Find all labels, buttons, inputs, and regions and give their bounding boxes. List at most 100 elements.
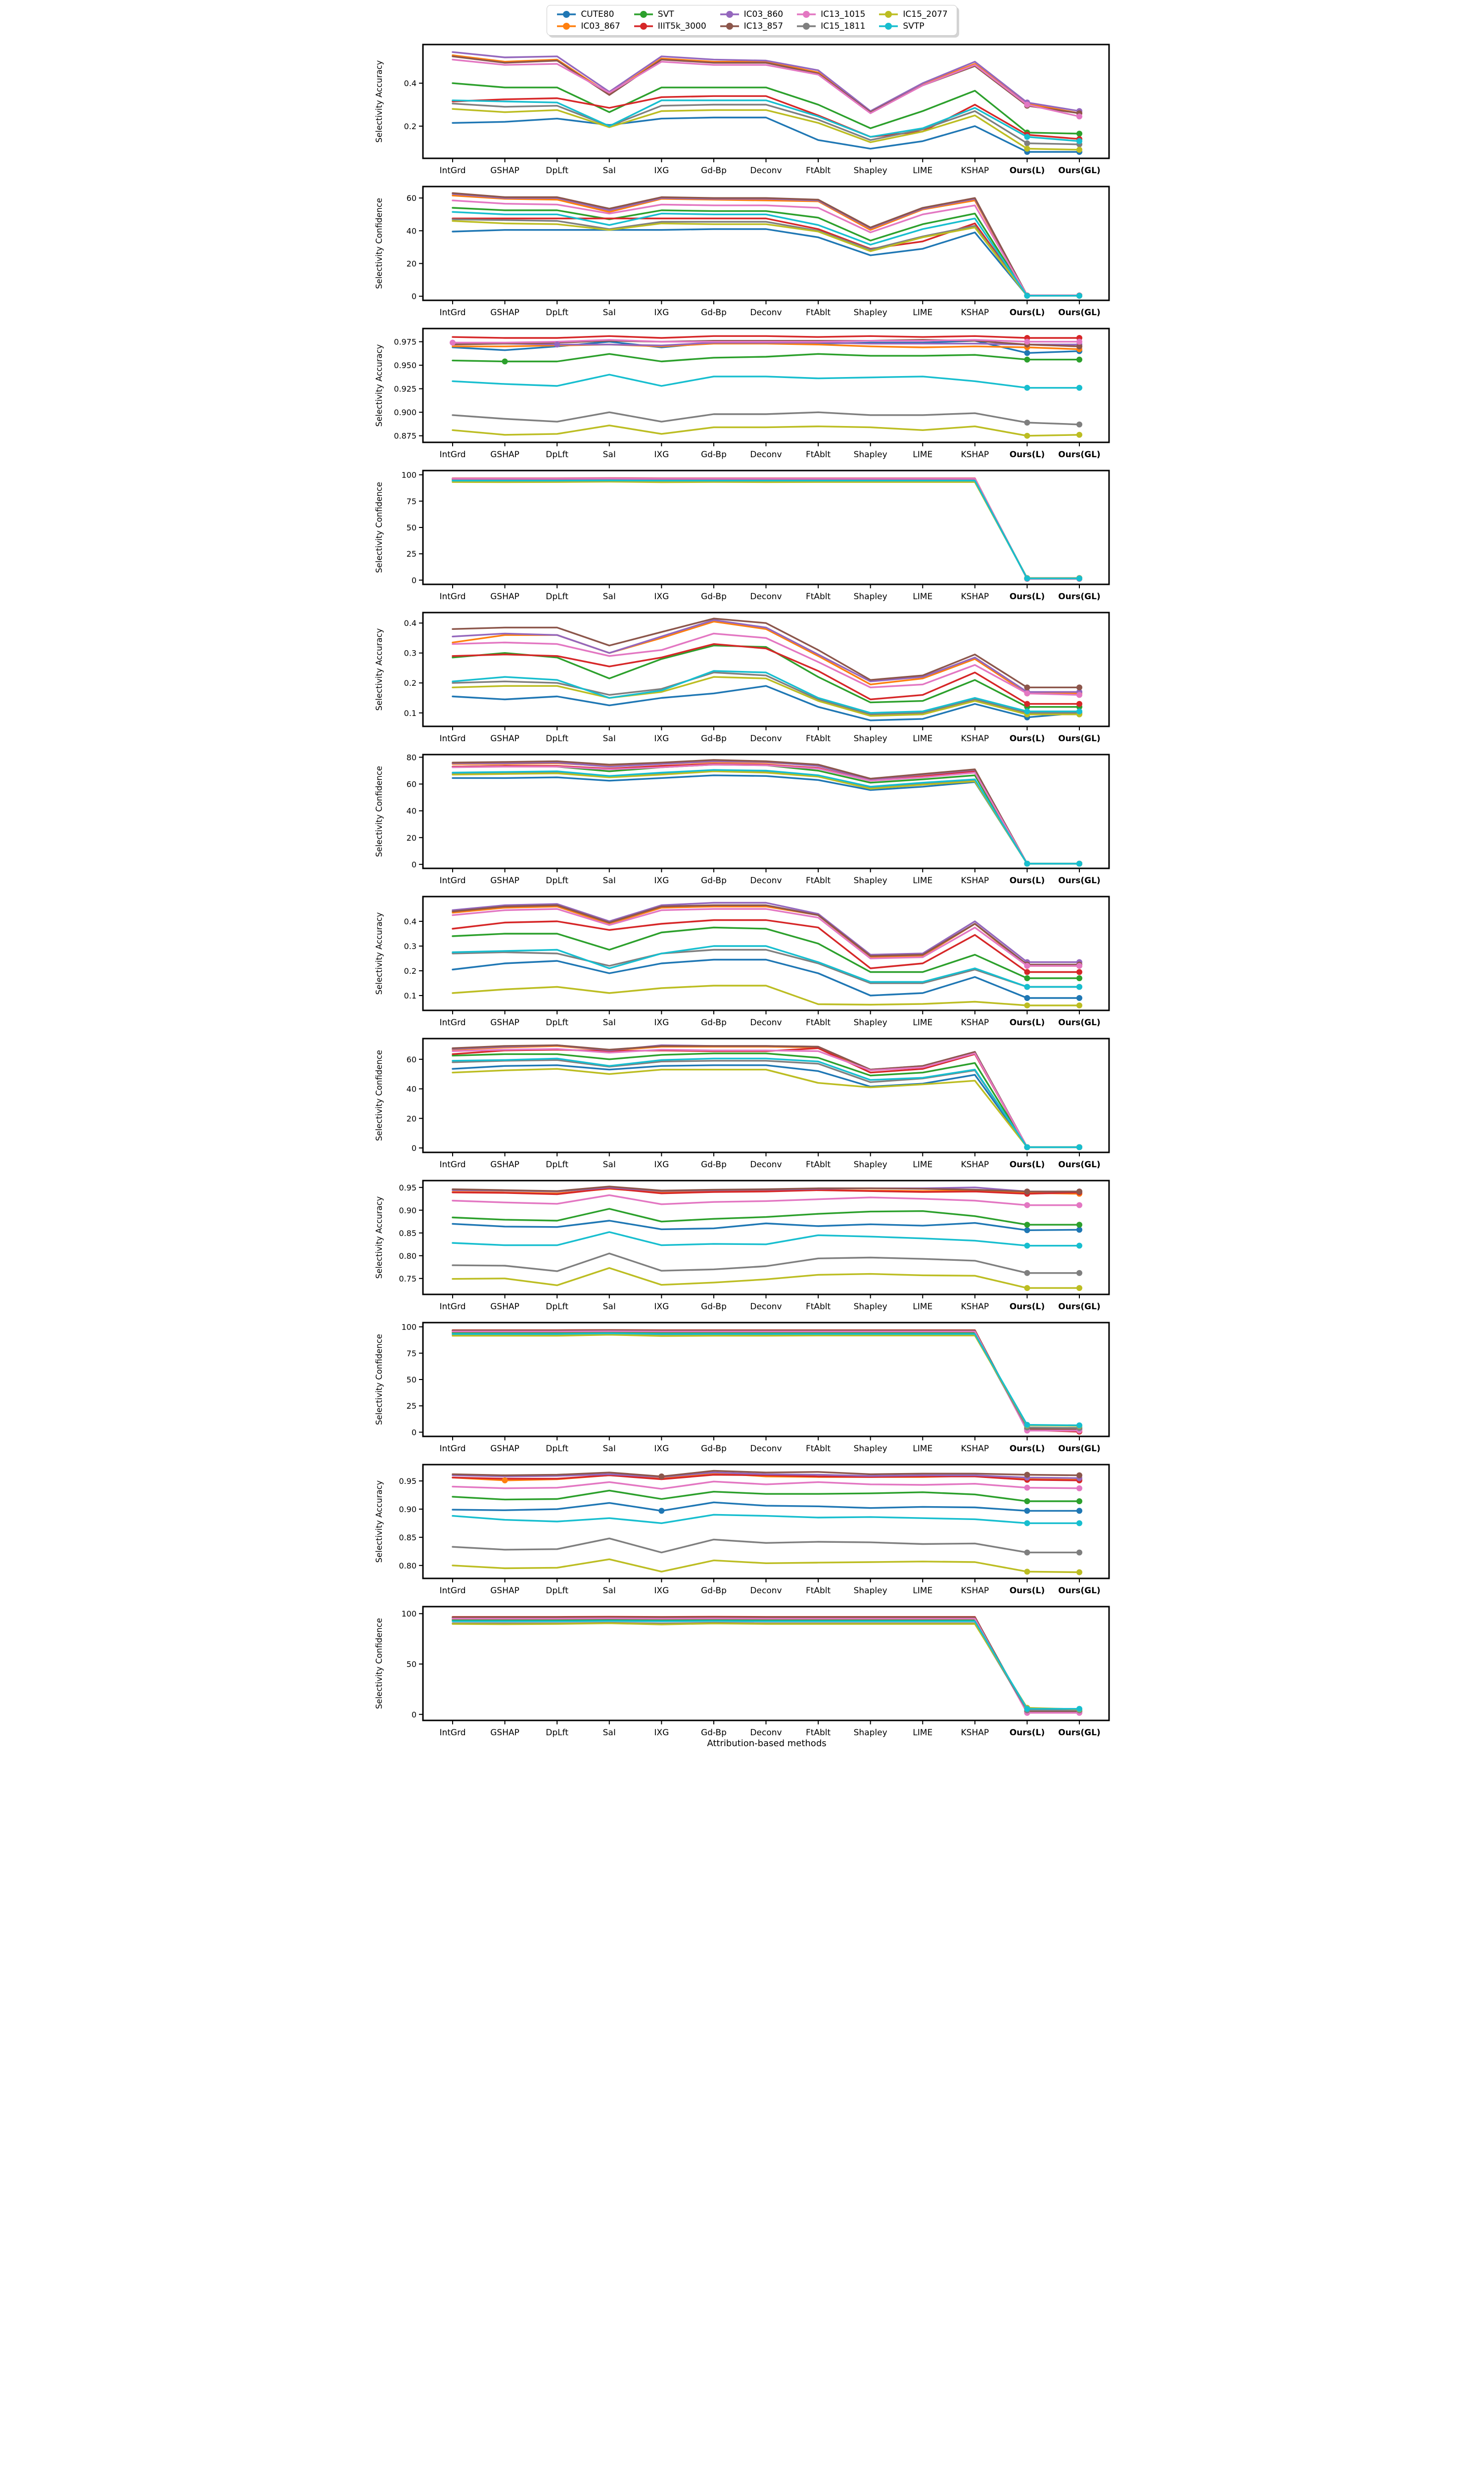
plot-border — [422, 1180, 1110, 1295]
series-line-IC13_857 — [452, 477, 1080, 580]
legend-line-marker-icon — [557, 23, 576, 30]
series-line-SVT — [452, 763, 1080, 865]
x-tick-label-LIME: LIME — [913, 592, 932, 602]
y-tick-label: 0.4 — [404, 79, 417, 88]
chart-panel-1: 0.2 0.4 Selectivity Accuracy IntGrd GSHAP DpL… — [374, 44, 1110, 176]
x-tick-label-Ours(L): Ours(L) — [1010, 308, 1045, 318]
series-line-IC13_1015 — [452, 1618, 1080, 1714]
series-line-IIIT5k_3000 — [452, 335, 1080, 339]
y-axis: 0 25 50 75 100 — [401, 1323, 423, 1437]
series-line-SVTP — [452, 479, 1080, 579]
series-line-IC03_860 — [452, 1617, 1080, 1713]
x-tick-label-IntGrd: IntGrd — [439, 876, 465, 886]
y-tick-label: 0 — [412, 860, 417, 869]
legend-item-SVTP: SVTP — [878, 21, 947, 31]
x-tick-label-Ours(L): Ours(L) — [1010, 1160, 1045, 1170]
series-line-IC13_1015 — [452, 908, 1080, 967]
series-line-IC15_1811 — [452, 1252, 1080, 1274]
x-tick-label-Deconv: Deconv — [750, 1728, 782, 1738]
x-tick-label-DpLft: DpLft — [546, 876, 568, 886]
x-tick-label-Ours(GL): Ours(GL) — [1058, 1160, 1100, 1170]
y-tick-label: 0.95 — [399, 1183, 417, 1192]
x-tick-label-Ours(GL): Ours(GL) — [1058, 1302, 1100, 1312]
x-tick-label-KSHAP: KSHAP — [961, 592, 989, 602]
data-point-marker-SVTP — [1024, 1520, 1030, 1526]
x-axis: IntGrd GSHAP DpLft SaI IXG Gd-Bp Deconv FtAblt S… — [439, 1010, 1101, 1028]
series-line-CUTE80 — [452, 958, 1080, 999]
x-tick-label-FtAblt: FtAblt — [806, 1586, 831, 1596]
chart-panel-10: 0 25 50 75 100 Selectivity Confidence IntGrd GS… — [374, 1322, 1110, 1454]
x-tick-label-DpLft: DpLft — [546, 1018, 568, 1028]
y-tick-label: 0.75 — [399, 1274, 417, 1284]
data-point-marker-IC15_1811 — [1076, 1549, 1082, 1556]
series-line-IC13_857 — [452, 1044, 1080, 1148]
x-tick-label-IntGrd: IntGrd — [439, 1160, 465, 1170]
x-tick-label-GSHAP: GSHAP — [490, 1728, 519, 1738]
data-point-marker-IC15_2077 — [1076, 1002, 1082, 1008]
charts-column: 0.2 0.4 Selectivity Accuracy IntGrd GSHAP DpL… — [371, 41, 1113, 1751]
x-axis: IntGrd GSHAP DpLft SaI IXG Gd-Bp Deconv FtAblt S… — [439, 868, 1101, 886]
series-line-IC03_860 — [452, 902, 1080, 963]
x-tick-label-IXG: IXG — [654, 876, 669, 886]
y-tick-label: 100 — [401, 1323, 417, 1332]
x-tick-label-IXG: IXG — [654, 1302, 669, 1312]
x-tick-label-IntGrd: IntGrd — [439, 166, 465, 176]
series-line-IIIT5k_3000 — [452, 763, 1080, 865]
y-tick-label: 0.2 — [404, 966, 417, 976]
data-point-marker-SVT — [1024, 356, 1030, 363]
x-tick-label-LIME: LIME — [913, 308, 932, 318]
data-point-marker-SVTP — [1076, 708, 1082, 714]
data-point-marker-IC03_867 — [502, 1477, 508, 1483]
series-line-IC03_860 — [452, 619, 1080, 693]
data-point-marker-SVTP — [1024, 1706, 1030, 1712]
x-tick-label-SaI: SaI — [603, 166, 616, 176]
series-line-CUTE80 — [452, 478, 1080, 580]
x-tick-label-DpLft: DpLft — [546, 1586, 568, 1596]
x-tick-label-Shapley: Shapley — [854, 450, 887, 460]
series-line-IC13_1015 — [452, 477, 1080, 580]
x-tick-label-Shapley: Shapley — [854, 1586, 887, 1596]
series-line-IIIT5k_3000 — [452, 1187, 1080, 1195]
data-point-marker-IC15_2077 — [1024, 1569, 1030, 1575]
legend-wrap: CUTE80 IC03_867 SVT IIIT5k_3000 IC03_860 IC13… — [371, 3, 1113, 41]
data-point-marker-IC13_1015 — [1076, 692, 1082, 698]
series-line-IC13_857 — [452, 1186, 1080, 1192]
x-tick-label-FtAblt: FtAblt — [806, 876, 831, 886]
legend-item-CUTE80: CUTE80 — [556, 9, 620, 19]
series-line-IC13_1015 — [452, 1194, 1080, 1206]
data-point-marker-SVT — [1076, 1498, 1082, 1505]
data-point-marker-CUTE80 — [1076, 1508, 1082, 1514]
legend-item-IC13_857: IC13_857 — [719, 21, 783, 31]
series-line-IIIT5k_3000 — [452, 477, 1080, 580]
data-point-marker-SVTP — [1024, 384, 1030, 391]
x-tick-label-SaI: SaI — [603, 1586, 616, 1596]
series-line-SVTP — [452, 1514, 1080, 1524]
x-tick-label-LIME: LIME — [913, 1586, 932, 1596]
x-tick-label-SaI: SaI — [603, 734, 616, 744]
y-tick-label: 75 — [407, 1349, 417, 1358]
data-point-marker-IIIT5k_3000 — [1024, 969, 1030, 975]
x-tick-label-Ours(GL): Ours(GL) — [1058, 450, 1100, 460]
x-tick-label-FtAblt: FtAblt — [806, 734, 831, 744]
x-tick-label-KSHAP: KSHAP — [961, 308, 989, 318]
legend-line-marker-icon — [634, 11, 653, 18]
x-axis: IntGrd GSHAP DpLft SaI IXG Gd-Bp Deconv FtAblt S… — [439, 1436, 1101, 1454]
data-point-marker-SVT — [1076, 975, 1082, 981]
data-point-marker-IC13_1015 — [1076, 1202, 1082, 1208]
legend-label: IC15_1811 — [821, 21, 866, 31]
legend-item-IC03_860: IC03_860 — [719, 9, 783, 19]
legend-line-marker-icon — [879, 11, 898, 18]
series-line-IC15_2077 — [452, 985, 1080, 1006]
x-tick-label-Ours(GL): Ours(GL) — [1058, 876, 1100, 886]
series-line-IIIT5k_3000 — [452, 919, 1080, 973]
series-line-IC15_2077 — [452, 220, 1080, 297]
data-point-marker-SVT — [1076, 356, 1082, 363]
x-tick-label-IXG: IXG — [654, 1160, 669, 1170]
series-line-SVT — [452, 926, 1080, 979]
data-point-marker-SVTP — [1076, 1422, 1082, 1428]
x-tick-label-Deconv: Deconv — [750, 1444, 782, 1454]
x-tick-label-IntGrd: IntGrd — [439, 450, 465, 460]
x-tick-label-Gd-Bp: Gd-Bp — [701, 734, 727, 744]
series-line-IC03_867 — [452, 1330, 1080, 1430]
plot-border — [422, 44, 1110, 159]
